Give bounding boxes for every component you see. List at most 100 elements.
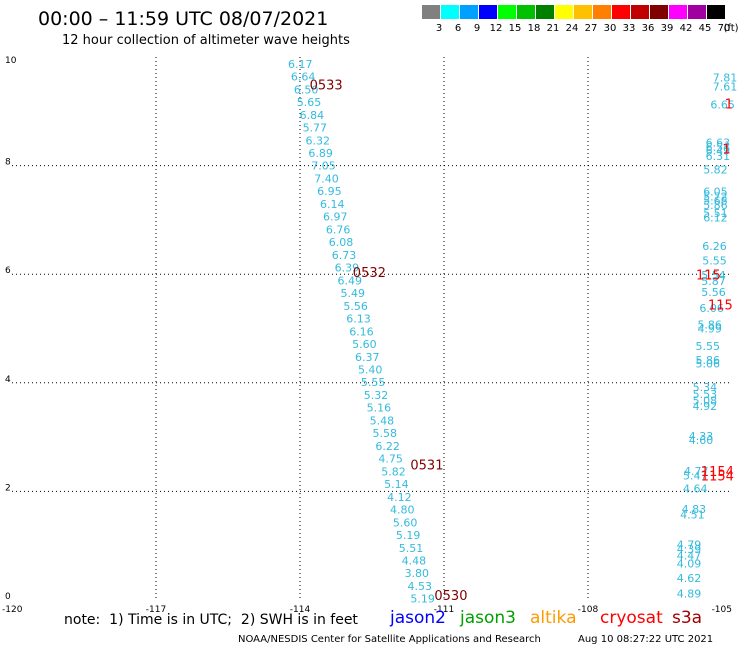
wave-height-value: 6.39: [335, 262, 360, 275]
wave-height-value: 5.86: [696, 354, 721, 367]
y-tick-label: 6: [5, 266, 11, 276]
wave-height-value: 5.60: [393, 516, 418, 529]
legend-swatch: [555, 5, 573, 19]
legend-label: 12: [489, 23, 503, 34]
time-label: 1: [725, 98, 733, 113]
legend-label: 24: [565, 23, 579, 34]
wave-height-value: 6.89: [308, 147, 333, 160]
wave-height-value: 6.08: [329, 236, 354, 249]
legend-label: 45: [698, 23, 712, 34]
time-label: 0530: [434, 589, 467, 604]
wave-height-value: 4.83: [682, 503, 707, 516]
y-tick-label: 0: [5, 592, 11, 602]
chart-subtitle: 12 hour collection of altimeter wave hei…: [62, 33, 350, 48]
legend-unit: (ft): [723, 23, 739, 34]
legend-swatch: [441, 5, 459, 19]
wave-height-value: 6.65: [710, 99, 735, 112]
satellite-jason3: jason3: [460, 608, 516, 628]
wave-height-value: 6.50: [294, 83, 319, 96]
wave-height-value: 5.51: [703, 207, 728, 220]
axis-ticks: -120 -117 -114 -111 -108 -105 0 2 4 6 8 10: [2, 56, 732, 615]
wave-height-value: 5.51: [399, 542, 424, 555]
satellite-altika: altika: [530, 608, 577, 628]
legend-label: 36: [641, 23, 655, 34]
satellite-s3a: s3a: [672, 608, 703, 628]
wave-height-value: 5.87: [701, 275, 726, 288]
satellite-jason2: jason2: [390, 608, 446, 628]
x-tick-label: -111: [434, 605, 454, 615]
wave-height-value: 6.17: [288, 58, 313, 71]
legend-swatch: [498, 5, 516, 19]
legend-swatch: [612, 5, 630, 19]
wave-height-value: 5.82: [703, 164, 728, 177]
wave-height-value: 5.34: [693, 381, 718, 394]
wave-height-value: 5.56: [701, 286, 726, 299]
wave-height-value: 4.89: [677, 587, 702, 600]
grid-lines: [12, 57, 732, 600]
legend-label: 3: [435, 23, 443, 34]
legend-swatch: [479, 5, 497, 19]
wave-height-value: 5.32: [364, 389, 389, 402]
legend-swatch: [631, 5, 649, 19]
wave-height-value: 4.77: [684, 465, 709, 478]
legend-swatch: [669, 5, 687, 19]
wave-height-value: 4.33: [689, 430, 714, 443]
wave-height-value: 5.53: [693, 388, 718, 401]
wave-height-value: 7.61: [713, 81, 738, 94]
wave-height-value: 5.16: [367, 402, 392, 415]
wave-height-value: 6.22: [375, 440, 400, 453]
wave-height-value: 7.81: [713, 71, 738, 84]
time-label: 115: [696, 269, 721, 284]
wave-height-value: 6.63: [706, 137, 731, 150]
track-a-values: 6.176.646.505.656.845.776.326.897.057.40…: [288, 58, 435, 606]
legend-label: 27: [584, 23, 598, 34]
wave-height-value: 5.72: [703, 190, 728, 203]
wave-height-value: 5.40: [358, 363, 383, 376]
wave-height-value: 4.64: [683, 482, 708, 495]
legend-swatch: [517, 5, 535, 19]
wave-height-value: 6.97: [323, 211, 348, 224]
y-tick-label: 8: [5, 158, 11, 168]
legend-label: 18: [527, 23, 541, 34]
wave-height-value: 4.47: [677, 549, 702, 562]
wave-height-value: 4.99: [697, 322, 722, 335]
wave-height-value: 6.32: [305, 134, 330, 147]
credit-line: NOAA/NESDIS Center for Satellite Applica…: [238, 634, 541, 645]
legend-swatch: [460, 5, 478, 19]
generated-timestamp: Aug 10 08:27:22 UTC 2021: [578, 634, 714, 645]
legend-swatch: [574, 5, 592, 19]
legend-label: 15: [508, 23, 522, 34]
legend-label: 6: [454, 23, 462, 34]
time-label: 1154: [701, 465, 734, 480]
x-tick-label: -105: [712, 605, 732, 615]
wave-height-value: 5.54: [701, 269, 726, 282]
wave-height-value: 6.84: [300, 109, 325, 122]
wave-height-value: 4.80: [390, 504, 415, 517]
legend-swatch: [688, 5, 706, 19]
wave-height-value: 5.48: [370, 414, 395, 427]
wave-height-value: 3.80: [405, 567, 430, 580]
wave-height-value: 6.13: [346, 313, 371, 326]
time-label: 115: [708, 298, 733, 313]
time-label: 1154: [701, 470, 734, 485]
wave-height-value: 6.05: [703, 185, 728, 198]
wave-height-value: 6.14: [320, 198, 345, 211]
wave-height-value: 5.19: [396, 529, 421, 542]
x-tick-label: -120: [2, 605, 23, 615]
time-label: 0531: [410, 459, 443, 474]
wave-height-value: 4.79: [677, 538, 702, 551]
wave-height-value: 5.77: [303, 122, 328, 135]
wave-height-value: 5.49: [340, 287, 365, 300]
wave-height-value: 7.40: [314, 172, 339, 185]
wave-height-value: 5.55: [361, 376, 386, 389]
time-label: 0532: [353, 266, 386, 281]
x-tick-label: -114: [290, 605, 311, 615]
y-tick-label: 10: [5, 56, 17, 66]
legend-swatch: [422, 5, 440, 19]
wave-height-value: 4.51: [680, 509, 705, 522]
wave-height-value: 5.60: [352, 338, 377, 351]
wave-height-value: 4.39: [677, 543, 702, 556]
wave-height-value: 7.05: [311, 160, 336, 173]
